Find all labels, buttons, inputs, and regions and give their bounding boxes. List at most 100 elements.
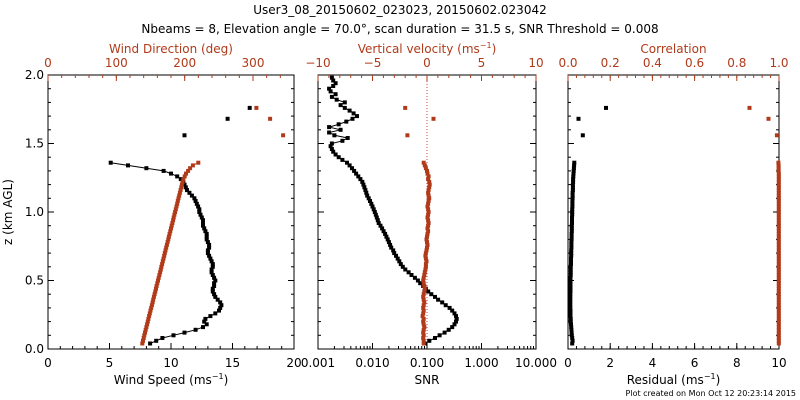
data-point-residual_upper — [604, 105, 608, 110]
series-snr — [327, 75, 459, 346]
data-point-speed — [208, 314, 213, 319]
data-point-w — [423, 264, 428, 269]
data-point-speed — [203, 229, 208, 234]
data-point-correlation — [776, 292, 781, 297]
data-point-correlation — [776, 278, 781, 283]
data-point-residual — [571, 174, 576, 179]
data-point-correlation — [776, 229, 781, 234]
data-point-residual — [570, 336, 575, 340]
data-point-snr — [380, 226, 385, 231]
data-point-direction — [156, 278, 160, 283]
data-point-snr — [338, 103, 343, 108]
data-point-correlation — [776, 264, 781, 269]
data-point-residual — [569, 325, 574, 330]
data-point-residual — [569, 251, 574, 256]
data-point-w — [426, 201, 431, 206]
data-point-correlation — [776, 160, 781, 165]
data-point-snr — [354, 171, 359, 176]
x-top-tick-label: 0.4 — [643, 56, 662, 70]
data-point-w — [426, 174, 431, 179]
data-point-correlation — [776, 190, 781, 195]
data-point-direction_upper — [268, 116, 273, 121]
data-point-residual — [568, 264, 573, 269]
data-point-correlation — [776, 245, 781, 250]
x-bottom-tick-label: 4 — [649, 356, 657, 370]
data-point-residual — [570, 210, 575, 214]
data-point-residual — [569, 333, 574, 338]
data-point-w — [425, 215, 430, 220]
data-point-correlation — [776, 218, 781, 223]
data-point-residual — [569, 223, 574, 228]
data-point-w — [423, 253, 428, 258]
data-point-speed_upper — [182, 133, 187, 138]
data-point-snr — [342, 100, 347, 105]
x-bottom-tick-label: 0 — [44, 356, 52, 370]
data-point-snr — [329, 94, 334, 99]
data-point-speed — [193, 327, 198, 332]
data-point-speed — [204, 322, 209, 327]
data-point-snr — [386, 240, 391, 245]
data-point-w — [427, 179, 432, 184]
data-point-residual — [569, 248, 574, 253]
data-point-residual — [570, 185, 575, 190]
data-point-correlation — [776, 262, 781, 267]
data-point-speed — [207, 242, 212, 247]
data-point-snr — [440, 300, 445, 305]
data-point-residual — [570, 201, 575, 206]
data-point-snr — [327, 125, 332, 130]
data-point-correlation_upper — [747, 105, 752, 110]
x-bottom-axis-label-unit-exponent: −1 — [212, 372, 224, 381]
data-point-w — [426, 190, 431, 195]
data-point-snr — [452, 322, 457, 327]
data-point-correlation — [776, 223, 781, 228]
data-point-correlation — [776, 251, 781, 256]
data-point-snr — [415, 278, 420, 283]
data-point-residual — [571, 168, 576, 173]
data-point-snr — [340, 157, 345, 162]
data-point-residual — [568, 305, 573, 310]
data-point-correlation — [776, 163, 781, 168]
data-point-speed — [203, 316, 208, 321]
data-point-snr — [356, 174, 361, 179]
data-point-w — [421, 336, 426, 340]
data-point-speed — [169, 171, 173, 176]
data-point-snr — [394, 253, 398, 258]
data-point-direction — [163, 248, 168, 253]
data-point-residual — [568, 270, 573, 275]
data-point-residual — [568, 294, 573, 299]
data-point-speed — [185, 188, 189, 193]
data-point-correlation — [776, 281, 781, 286]
data-point-residual — [569, 330, 574, 335]
data-point-direction — [161, 256, 166, 261]
data-point-speed — [202, 319, 207, 324]
data-point-correlation — [776, 275, 781, 280]
data-point-w — [425, 240, 429, 245]
series-residual — [568, 160, 577, 346]
data-point-direction — [175, 199, 180, 203]
data-point-direction — [143, 327, 148, 332]
data-point-speed — [201, 325, 205, 330]
data-point-speed — [182, 330, 187, 335]
data-point-direction — [186, 168, 191, 173]
data-point-snr — [355, 114, 359, 119]
data-point-correlation — [776, 325, 781, 330]
data-point-w_upper — [403, 105, 408, 110]
data-point-direction — [156, 275, 161, 280]
data-point-correlation — [776, 267, 781, 272]
data-point-correlation — [776, 308, 781, 313]
data-point-w — [425, 234, 429, 239]
data-point-snr — [409, 273, 414, 277]
data-point-snr — [329, 75, 334, 80]
data-point-snr — [370, 204, 375, 209]
data-point-w — [426, 188, 431, 193]
data-point-residual_upper — [580, 133, 585, 138]
data-point-direction — [144, 325, 149, 330]
data-point-residual — [571, 177, 576, 182]
x-top-tick-label: 10 — [528, 56, 543, 70]
data-point-snr — [366, 196, 371, 201]
data-point-correlation — [776, 242, 781, 247]
x-top-tick-label: 200 — [173, 56, 196, 70]
data-point-direction — [181, 177, 186, 182]
data-point-w — [427, 196, 432, 201]
data-point-direction — [173, 210, 178, 214]
